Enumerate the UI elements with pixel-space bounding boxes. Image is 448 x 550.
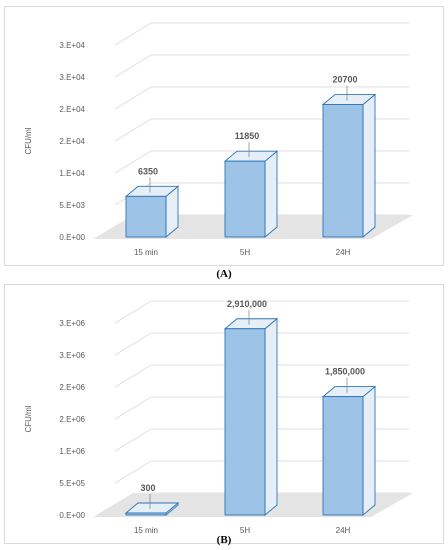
y-tick-label: 2.E+04 — [59, 137, 85, 146]
data-label: 300 — [140, 483, 155, 493]
y-tick-label: 1.E+04 — [59, 169, 85, 178]
gridline — [114, 86, 409, 110]
chart-panel-a: 0.E+00 5.E+03 1.E+04 2.E+04 2.E+04 3.E+04 3.E+… — [4, 6, 444, 266]
x-tick-label: 24H — [336, 248, 351, 257]
bar — [124, 185, 180, 238]
gridline — [114, 364, 409, 388]
y-axis-title: CFU/ml — [24, 405, 33, 432]
y-tick-label: 3.E+04 — [59, 41, 85, 50]
data-label: 20700 — [332, 75, 357, 85]
y-tick-label: 0.E+00 — [59, 233, 85, 242]
bar — [321, 385, 377, 516]
gridline — [114, 54, 409, 78]
gridline — [114, 332, 409, 356]
x-tick-label: 5H — [240, 526, 250, 535]
gridline — [114, 22, 409, 46]
bar — [321, 93, 377, 238]
data-label: 1,850,000 — [325, 367, 365, 377]
bar-side-face — [362, 385, 376, 516]
x-tick-label: 24H — [336, 526, 351, 535]
bar-side-face — [362, 93, 376, 238]
data-label: 6350 — [138, 166, 158, 176]
x-tick-label: 5H — [240, 248, 250, 257]
data-label: 2,910,000 — [227, 299, 267, 309]
bar-front-face — [322, 396, 364, 516]
bar-front-face — [125, 512, 167, 516]
bar — [223, 150, 279, 238]
y-tick-label: 3.E+04 — [59, 73, 85, 82]
y-tick-label: 5.E+03 — [59, 201, 85, 210]
y-tick-label: 3.E+06 — [59, 351, 85, 360]
chart-panel-b: 0.E+00 5.E+05 1.E+06 2.E+06 2.E+06 3.E+06 3.E+… — [4, 284, 444, 544]
bar-front-face — [224, 160, 266, 238]
data-label: 11850 — [235, 131, 260, 141]
bar — [124, 502, 180, 516]
y-tick-label: 2.E+06 — [59, 415, 85, 424]
y-axis-title: CFU/ml — [24, 127, 33, 154]
bar-front-face — [125, 195, 167, 238]
x-tick-label: 15 min — [134, 526, 158, 535]
chart-b: 0.E+00 5.E+05 1.E+06 2.E+06 2.E+06 3.E+06 3.E+… — [24, 299, 413, 535]
gridline — [114, 300, 409, 324]
y-tick-label: 0.E+00 — [59, 511, 85, 520]
y-tick-label: 1.E+06 — [59, 447, 85, 456]
y-tick-label: 3.E+06 — [59, 319, 85, 328]
bar-front-face — [322, 104, 364, 238]
y-tick-label: 5.E+05 — [59, 479, 85, 488]
bar-side-face — [264, 150, 278, 238]
caption-b: (B) — [216, 534, 232, 546]
y-tick-label: 2.E+04 — [59, 105, 85, 114]
y-tick-label: 2.E+06 — [59, 383, 85, 392]
bar-side-face — [264, 317, 278, 516]
caption-a: (A) — [216, 268, 232, 280]
x-tick-label: 15 min — [134, 248, 158, 257]
bar-front-face — [224, 328, 266, 516]
chart-a: 0.E+00 5.E+03 1.E+04 2.E+04 2.E+04 3.E+04 3.E+… — [24, 22, 413, 257]
bar — [223, 317, 279, 516]
